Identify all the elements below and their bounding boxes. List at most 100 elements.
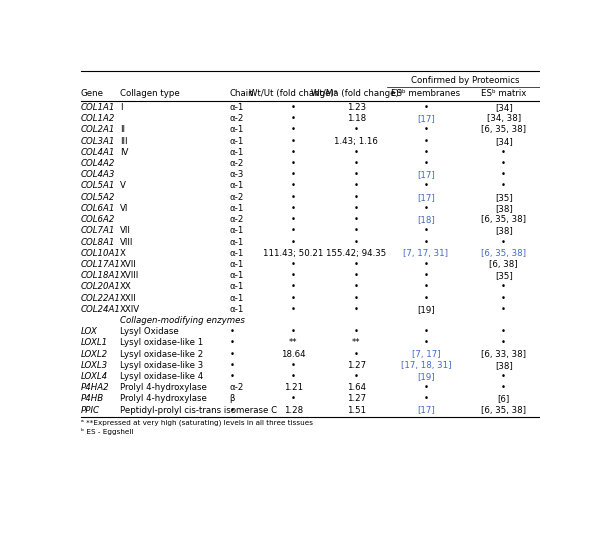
- Text: •: •: [424, 148, 428, 157]
- Text: α-2: α-2: [229, 159, 244, 168]
- Text: COL2A1: COL2A1: [80, 125, 115, 135]
- Text: Lysyl oxidase-like 2: Lysyl oxidase-like 2: [120, 350, 203, 358]
- Text: Peptidyl-prolyl cis-trans isomerase C: Peptidyl-prolyl cis-trans isomerase C: [120, 406, 277, 415]
- Text: Wt/Ma (fold change)ᵃ: Wt/Ma (fold change)ᵃ: [311, 89, 401, 98]
- Text: •: •: [424, 271, 428, 280]
- Text: 1.64: 1.64: [347, 383, 365, 392]
- Text: [19]: [19]: [417, 305, 434, 314]
- Text: •: •: [424, 204, 428, 213]
- Text: XVII: XVII: [120, 260, 137, 269]
- Text: •: •: [291, 215, 296, 224]
- Text: Chain: Chain: [229, 89, 254, 98]
- Text: XVIII: XVIII: [120, 271, 139, 280]
- Text: COL1A2: COL1A2: [80, 114, 115, 123]
- Text: [6, 33, 38]: [6, 33, 38]: [481, 350, 526, 358]
- Text: •: •: [501, 171, 506, 179]
- Text: •: •: [353, 226, 359, 235]
- Text: [19]: [19]: [417, 372, 434, 381]
- Text: Lysyl oxidase-like 4: Lysyl oxidase-like 4: [120, 372, 203, 381]
- Text: •: •: [353, 125, 359, 135]
- Text: ESᵇ matrix: ESᵇ matrix: [481, 89, 526, 98]
- Text: [6, 35, 38]: [6, 35, 38]: [481, 125, 526, 135]
- Text: **: **: [289, 338, 298, 348]
- Text: **: **: [352, 338, 361, 348]
- Text: 1.51: 1.51: [347, 406, 365, 415]
- Text: COL6A1: COL6A1: [80, 204, 115, 213]
- Text: α-2: α-2: [229, 215, 244, 224]
- Text: •: •: [291, 226, 296, 235]
- Text: COL10A1: COL10A1: [80, 249, 121, 258]
- Text: [17]: [17]: [417, 171, 435, 179]
- Text: Collagen type: Collagen type: [120, 89, 180, 98]
- Text: α-2: α-2: [229, 383, 244, 392]
- Text: •: •: [353, 204, 359, 213]
- Text: •: •: [229, 338, 235, 348]
- Text: COL3A1: COL3A1: [80, 137, 115, 146]
- Text: •: •: [424, 103, 428, 112]
- Text: Lysyl oxidase-like 1: Lysyl oxidase-like 1: [120, 338, 203, 348]
- Text: COL4A2: COL4A2: [80, 159, 115, 168]
- Text: [6, 35, 38]: [6, 35, 38]: [481, 406, 526, 415]
- Text: •: •: [291, 137, 296, 146]
- Text: •: •: [229, 327, 235, 336]
- Text: •: •: [229, 350, 235, 358]
- Text: •: •: [424, 137, 428, 146]
- Text: 1.43; 1.16: 1.43; 1.16: [334, 137, 378, 146]
- Text: •: •: [353, 181, 359, 191]
- Text: 1.28: 1.28: [284, 406, 303, 415]
- Text: COL4A1: COL4A1: [80, 148, 115, 157]
- Text: XXIV: XXIV: [120, 305, 140, 314]
- Text: α-1: α-1: [229, 148, 244, 157]
- Text: [7, 17, 31]: [7, 17, 31]: [403, 249, 448, 258]
- Text: [34, 38]: [34, 38]: [487, 114, 521, 123]
- Text: α-1: α-1: [229, 271, 244, 280]
- Text: COL20A1: COL20A1: [80, 282, 121, 292]
- Text: α-1: α-1: [229, 204, 244, 213]
- Text: α-1: α-1: [229, 305, 244, 314]
- Text: •: •: [291, 125, 296, 135]
- Text: ESᵇ membranes: ESᵇ membranes: [391, 89, 460, 98]
- Text: •: •: [424, 394, 428, 403]
- Text: LOXL3: LOXL3: [80, 361, 108, 370]
- Text: XX: XX: [120, 282, 132, 292]
- Text: •: •: [501, 327, 506, 336]
- Text: Wt/Ut (fold change)ᵃ: Wt/Ut (fold change)ᵃ: [249, 89, 337, 98]
- Text: Lysyl Oxidase: Lysyl Oxidase: [120, 327, 179, 336]
- Text: PPIC: PPIC: [80, 406, 100, 415]
- Text: α-1: α-1: [229, 181, 244, 191]
- Text: •: •: [501, 159, 506, 168]
- Text: [17]: [17]: [417, 193, 435, 201]
- Text: [17]: [17]: [417, 406, 435, 415]
- Text: III: III: [120, 137, 128, 146]
- Text: •: •: [291, 171, 296, 179]
- Text: 1.23: 1.23: [347, 103, 365, 112]
- Text: •: •: [353, 305, 359, 314]
- Text: Prolyl 4-hydroxylase: Prolyl 4-hydroxylase: [120, 394, 207, 403]
- Text: COL4A3: COL4A3: [80, 171, 115, 179]
- Text: •: •: [229, 372, 235, 381]
- Text: •: •: [424, 226, 428, 235]
- Text: β: β: [229, 394, 235, 403]
- Text: XXII: XXII: [120, 294, 137, 302]
- Text: 1.21: 1.21: [284, 383, 303, 392]
- Text: •: •: [501, 294, 506, 302]
- Text: LOXL1: LOXL1: [80, 338, 108, 348]
- Text: •: •: [353, 171, 359, 179]
- Text: •: •: [501, 282, 506, 292]
- Text: •: •: [291, 271, 296, 280]
- Text: 1.27: 1.27: [347, 361, 365, 370]
- Text: Collagen-modifying enzymes: Collagen-modifying enzymes: [120, 316, 245, 325]
- Text: •: •: [501, 181, 506, 191]
- Text: •: •: [229, 406, 235, 415]
- Text: [17, 18, 31]: [17, 18, 31]: [401, 361, 451, 370]
- Text: α-2: α-2: [229, 114, 244, 123]
- Text: COL18A1: COL18A1: [80, 271, 121, 280]
- Text: •: •: [353, 159, 359, 168]
- Text: •: •: [424, 383, 428, 392]
- Text: [38]: [38]: [495, 204, 512, 213]
- Text: 1.18: 1.18: [347, 114, 365, 123]
- Text: [35]: [35]: [495, 193, 512, 201]
- Text: COL22A1: COL22A1: [80, 294, 121, 302]
- Text: I: I: [120, 103, 122, 112]
- Text: •: •: [291, 361, 296, 370]
